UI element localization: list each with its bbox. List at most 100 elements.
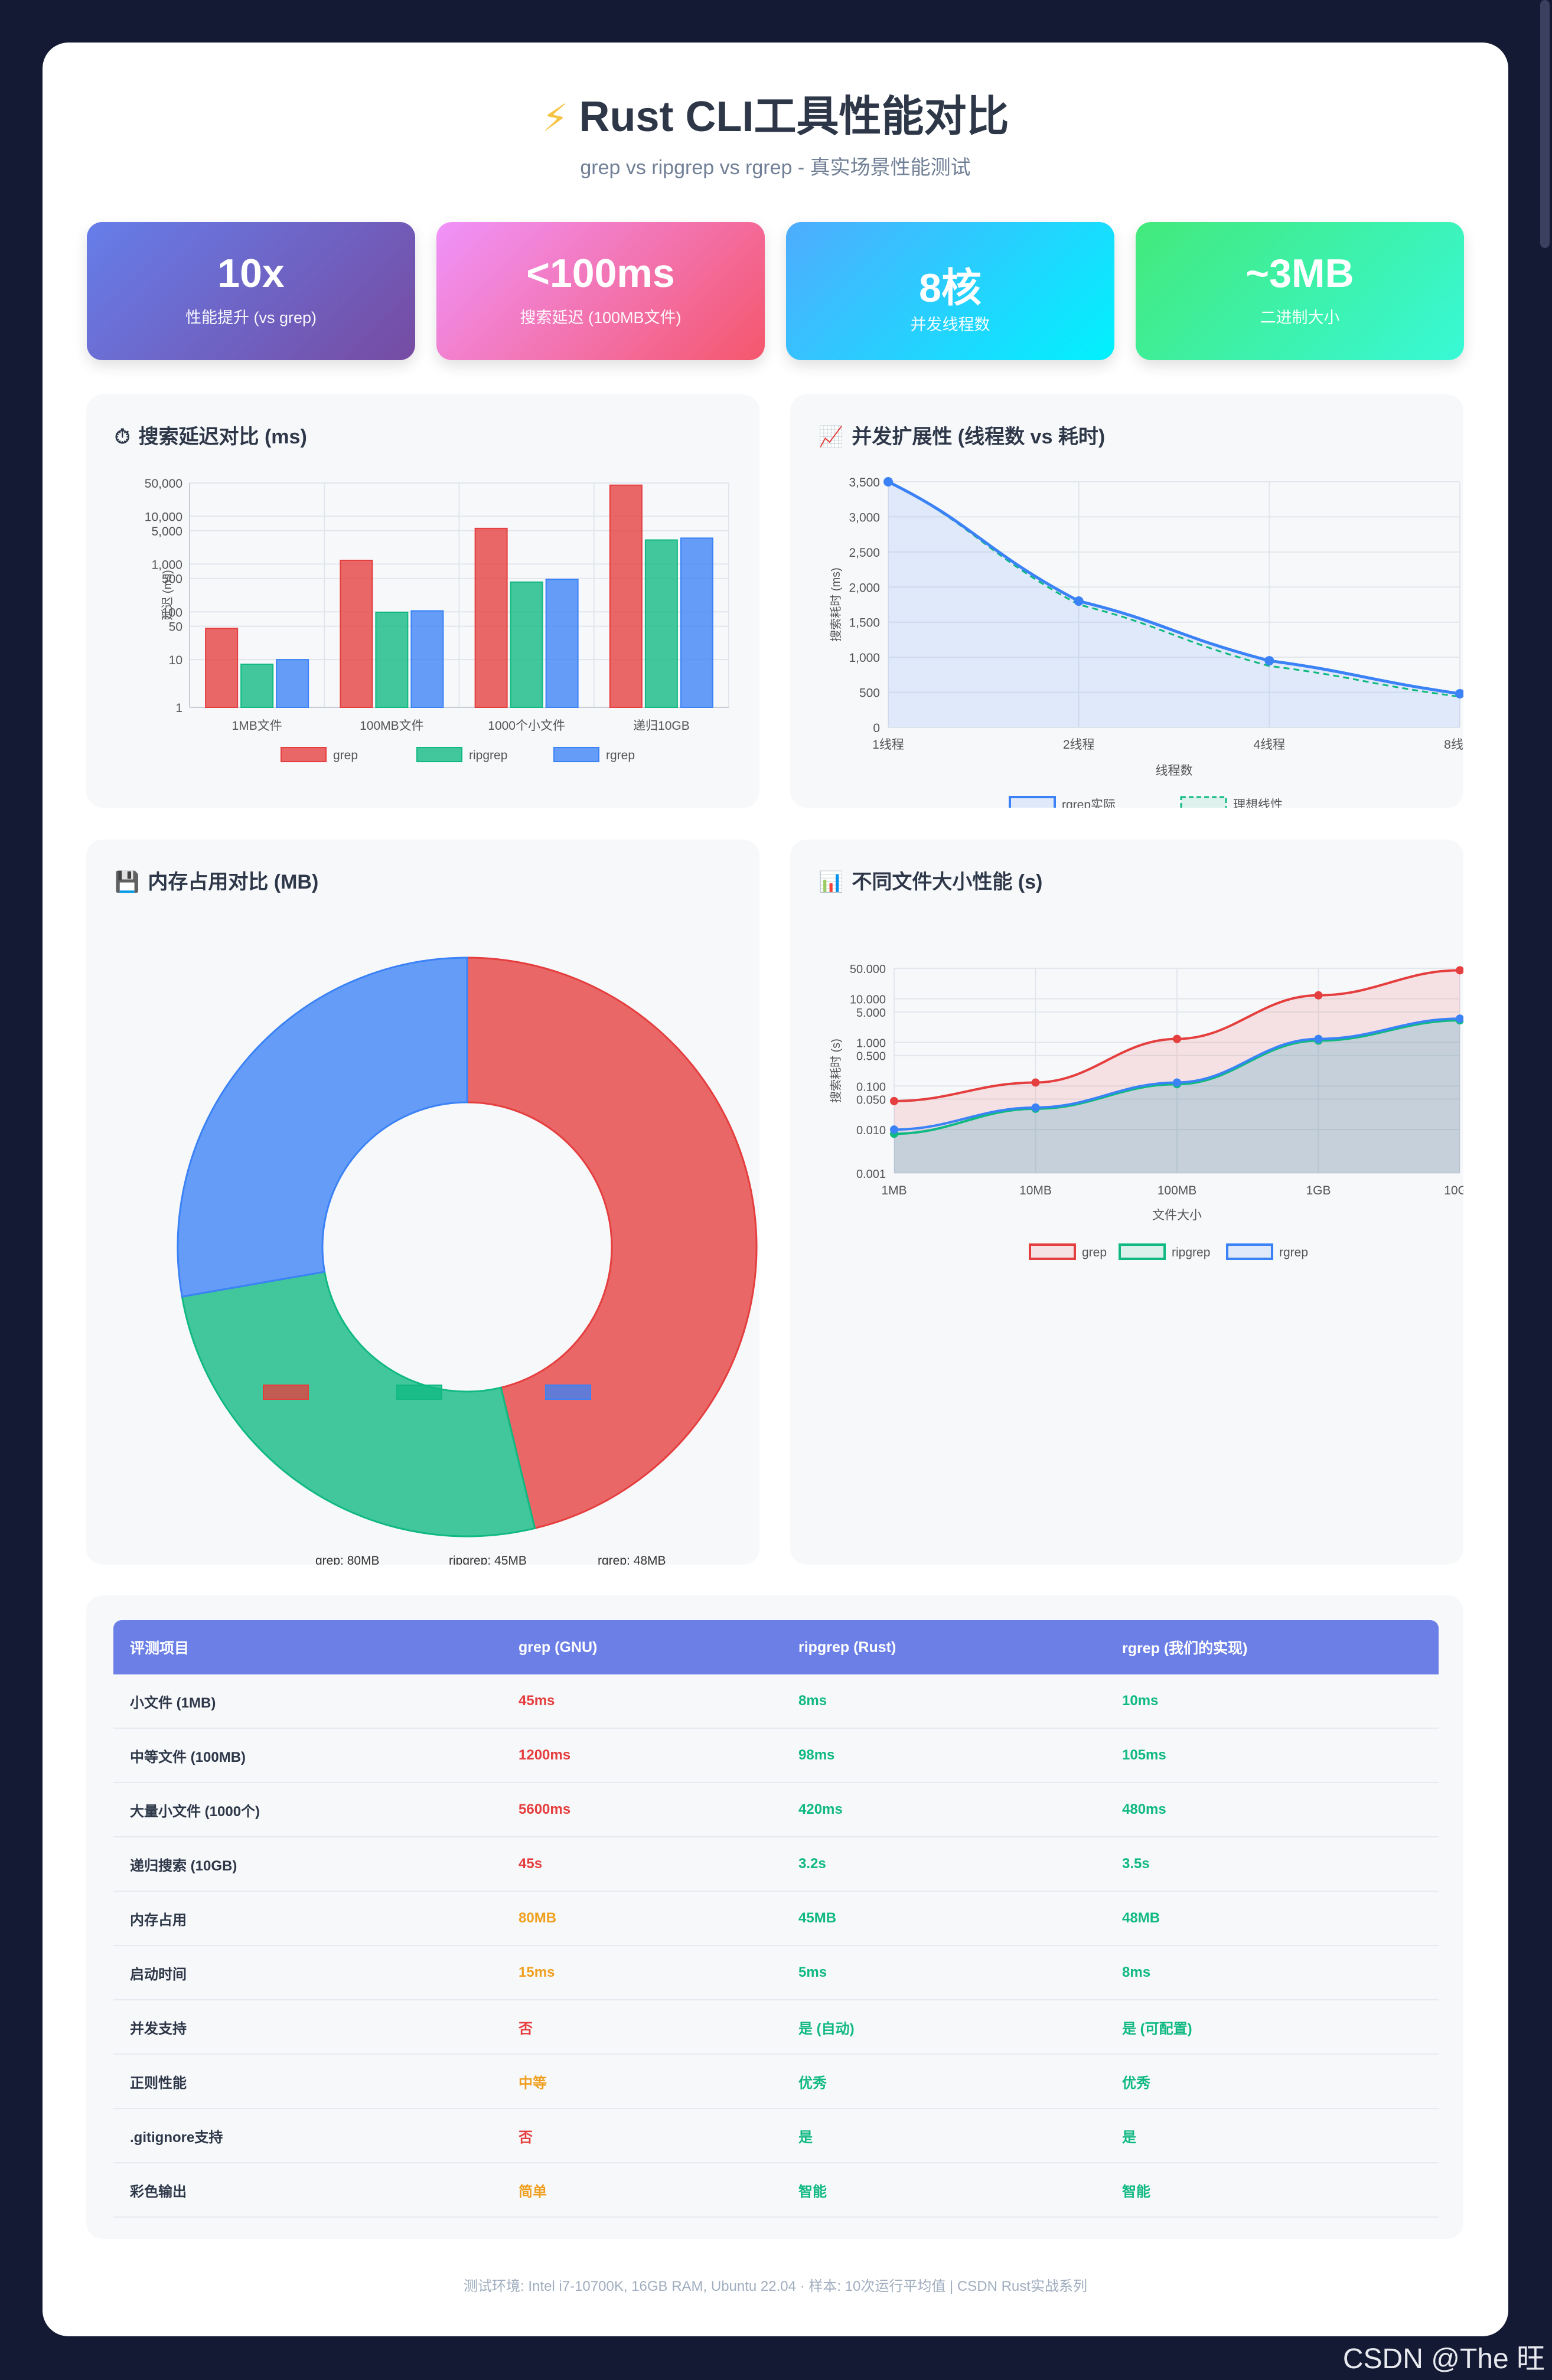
x-tick-label: 4线程 — [1253, 738, 1285, 752]
scaling-chart: 0 500 1,000 1,500 2,000 2,500 3,000 3,500 1线程 2线程… — [829, 476, 1463, 808]
y-axis-label: 搜索耗时 (s) — [829, 1039, 843, 1103]
legend-label-grep: grep — [1082, 1246, 1107, 1259]
row-item: 并发支持 — [113, 2000, 502, 2055]
y-axis-label: 搜索耗时 (ms) — [829, 567, 843, 642]
x-tick-label: 1MB文件 — [232, 719, 282, 733]
row-item: 递归搜索 (10GB) — [113, 1837, 502, 1892]
scrollbar[interactable] — [1540, 0, 1550, 248]
point-rgrep — [1173, 1078, 1181, 1087]
header-item: 评测项目 — [113, 1620, 502, 1674]
comparison-table: 评测项目 grep (GNU) ripgrep (Rust) rgrep (我们… — [113, 1620, 1439, 2218]
y-tick-label: 1,000 — [151, 558, 182, 572]
header-grep: grep (GNU) — [502, 1620, 782, 1674]
row-item: 彩色输出 — [113, 2163, 502, 2218]
x-tick-label: 10MB — [1019, 1184, 1052, 1197]
y-tick-label: 0 — [873, 721, 880, 735]
y-tick-label: 0.500 — [856, 1050, 886, 1063]
row-item: 正则性能 — [113, 2054, 502, 2109]
floppy-disk-icon: 💾 — [115, 871, 140, 893]
row-item: 内存占用 — [113, 1891, 502, 1946]
row-rgrep: 3.5s — [1106, 1837, 1439, 1892]
point-grep — [890, 1096, 898, 1105]
y-tick-label: 5,000 — [151, 525, 182, 538]
scaling-panel: 📈 并发扩展性 (线程数 vs 耗时) 0 500 1,000 1,500 2,000 2,… — [790, 394, 1463, 808]
row-ripgrep: 3.2s — [782, 1837, 1106, 1892]
legend-label-rgrep: rgrep: 48MB — [598, 1554, 666, 1565]
row-ripgrep: 45MB — [782, 1891, 1106, 1946]
legend-swatch-ripgrep — [1119, 1243, 1166, 1260]
point-rgrep — [1314, 1034, 1323, 1043]
area-ripgrep — [894, 1020, 1460, 1173]
bar-rgrep — [680, 537, 713, 709]
point-rgrep — [890, 1125, 898, 1134]
legend-label-grep: grep — [333, 749, 358, 762]
legend-swatch-rgrep — [545, 1385, 591, 1400]
y-tick-label: 10.000 — [850, 994, 886, 1007]
row-rgrep: 480ms — [1106, 1782, 1439, 1837]
table-header-row: 评测项目 grep (GNU) ripgrep (Rust) rgrep (我们… — [113, 1620, 1439, 1674]
legend-swatch-rgrep — [553, 747, 599, 762]
area-grep — [894, 970, 1460, 1173]
row-rgrep: 105ms — [1106, 1728, 1439, 1783]
y-tick-label: 500 — [162, 573, 182, 586]
row-ripgrep: 420ms — [782, 1782, 1106, 1837]
legend-swatch-rgrep-actual — [1009, 796, 1056, 808]
y-tick-label: 3,000 — [849, 511, 880, 524]
y-tick-label: 1,500 — [849, 616, 880, 630]
y-tick-label: 10 — [169, 654, 182, 667]
y-tick-label: 50.000 — [850, 963, 886, 976]
y-tick-label: 100 — [162, 606, 182, 619]
row-ripgrep: 5ms — [782, 1945, 1106, 2000]
y-tick-label: 1.000 — [856, 1037, 886, 1050]
y-tick-label: 50 — [169, 621, 182, 634]
x-axis-label: 线程数 — [1156, 764, 1193, 778]
table-row: 启动时间 15ms 5ms 8ms — [113, 1945, 1439, 2000]
row-grep: 15ms — [502, 1945, 782, 2000]
header-ripgrep: ripgrep (Rust) — [782, 1620, 1106, 1674]
memory-panel-title: 💾 内存占用对比 (MB) — [115, 866, 318, 894]
x-tick-label: 2线程 — [1063, 738, 1095, 752]
y-tick-label: 3,500 — [849, 476, 880, 489]
legend-swatch-grep — [1029, 1243, 1076, 1260]
table-row: 并发支持否是 (自动) 是 (可配置) — [113, 2000, 1439, 2055]
dashboard-card: ⚡ Rust CLI工具性能对比 grep vs ripgrep vs rgrep… — [43, 43, 1508, 2336]
row-item: 小文件 (1MB) — [113, 1674, 502, 1729]
bar-rgrep — [276, 659, 309, 709]
point-grep — [1173, 1034, 1181, 1043]
point-rgrep — [1456, 1014, 1463, 1023]
stat-label: 并发线程数 — [910, 316, 990, 334]
line-rgrep-actual — [887, 480, 1460, 696]
point-rgrep-actual — [1455, 688, 1463, 698]
x-axis-label: 文件大小 — [1152, 1209, 1202, 1222]
y-tick-label: 2,000 — [849, 581, 880, 595]
x-tick-label: 100MB文件 — [360, 719, 424, 733]
row-ripgrep: 是 (自动) — [782, 2000, 1106, 2055]
bar-grep — [609, 484, 643, 708]
row-item: 中等文件 (100MB) — [113, 1728, 502, 1783]
x-tick-label: 1MB — [881, 1184, 907, 1197]
point-rgrep-actual — [883, 477, 893, 487]
row-grep: 简单 — [502, 2163, 782, 2218]
latency-panel-title: ⏱ 搜索延迟对比 (ms) — [115, 420, 307, 449]
row-item: .gitignore支持 — [113, 2108, 502, 2163]
row-ripgrep: 98ms — [782, 1728, 1106, 1783]
stat-label: 搜索延迟 (100MB文件) — [520, 309, 682, 327]
bar-ripgrep — [644, 539, 678, 708]
stopwatch-icon: ⏱ — [115, 426, 131, 448]
legend-label-ripgrep: ripgrep — [1172, 1246, 1210, 1259]
point-rgrep — [1031, 1103, 1040, 1112]
table-row: .gitignore支持否是是 — [113, 2108, 1439, 2163]
stat-value: 8核 — [919, 266, 982, 311]
row-ripgrep: 8ms — [782, 1674, 1106, 1729]
memory-chart: grep: 80MB ripgrep: 45MB rgrep: 48MB — [177, 956, 758, 1565]
table-row: 大量小文件 (1000个) 5600ms 420ms 480ms — [113, 1782, 1439, 1837]
row-ripgrep: 智能 — [782, 2163, 1106, 2218]
row-grep: 80MB — [502, 1891, 782, 1946]
x-tick-label: 递归10GB — [633, 719, 690, 733]
legend-swatch-rgrep — [1226, 1243, 1273, 1260]
legend-swatch-grep — [281, 747, 327, 762]
row-grep: 1200ms — [502, 1728, 782, 1783]
legend-label-rgrep-actual: rgrep实际 — [1062, 798, 1116, 808]
x-tick-label: 10GB — [1444, 1184, 1463, 1197]
